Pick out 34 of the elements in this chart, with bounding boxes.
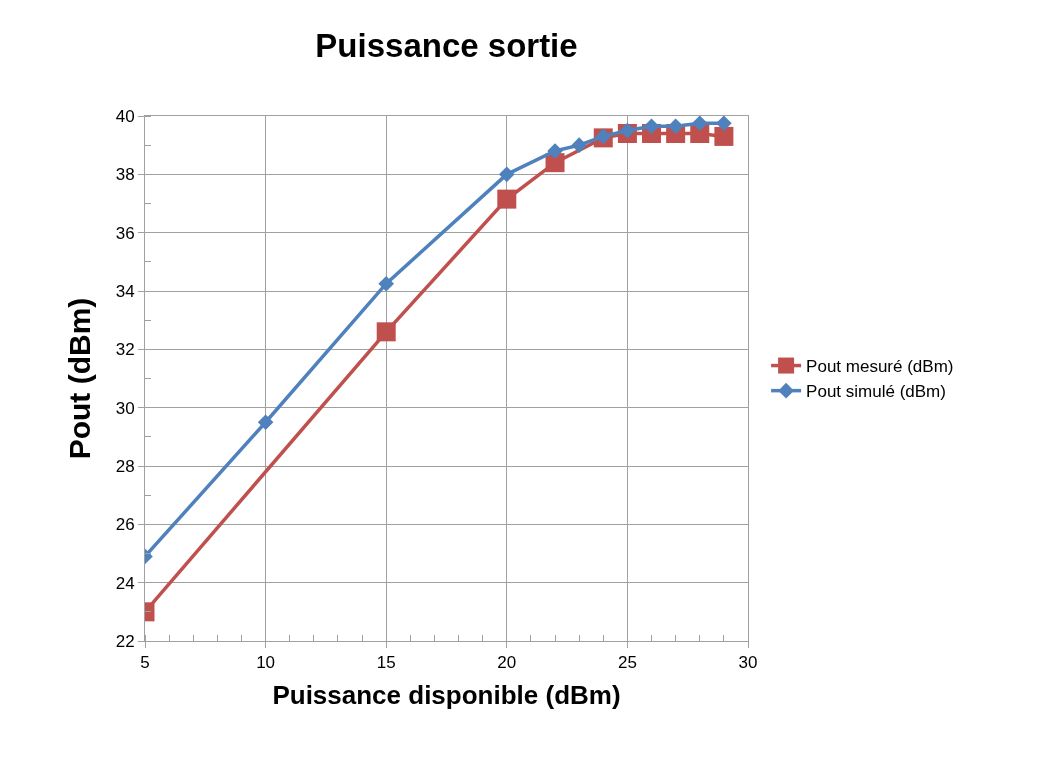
y-tick-label: 26: [115, 515, 135, 535]
y-tick-label: 36: [115, 223, 135, 243]
x-tick-label: 25: [617, 653, 637, 673]
y-tick-label: 28: [115, 456, 135, 476]
x-tick-label: 5: [140, 653, 150, 673]
y-tick-label: 30: [115, 398, 135, 418]
y-tick-label: 24: [115, 573, 135, 593]
y-tick-label: 34: [115, 281, 135, 301]
point: [619, 122, 636, 139]
chart-title: Puissance sortie: [315, 27, 578, 65]
y-tick-label: 38: [115, 165, 135, 185]
point: [547, 143, 563, 159]
point: [497, 189, 517, 209]
point: [643, 118, 660, 135]
point: [667, 118, 684, 135]
point: [716, 116, 732, 132]
point: [571, 137, 587, 153]
legend-label: Pout mesuré (dBm): [806, 357, 954, 377]
x-axis-title: Puissance disponible (dBm): [272, 680, 621, 711]
point: [378, 275, 394, 292]
point: [499, 166, 515, 183]
y-tick-label: 40: [115, 106, 135, 126]
point: [376, 322, 396, 342]
x-tick-label: 30: [738, 653, 758, 673]
y-tick-label: 22: [115, 631, 135, 651]
y-axis-title: Pout (dBm): [62, 297, 96, 460]
point: [257, 414, 274, 431]
legend-label: Pout simulé (dBm): [806, 382, 946, 402]
y-tick-label: 32: [115, 340, 135, 360]
point: [691, 116, 708, 132]
x-tick-label: 10: [256, 653, 276, 673]
point: [714, 126, 734, 146]
x-tick-label: 15: [376, 653, 396, 673]
x-tick-label: 20: [497, 653, 517, 673]
